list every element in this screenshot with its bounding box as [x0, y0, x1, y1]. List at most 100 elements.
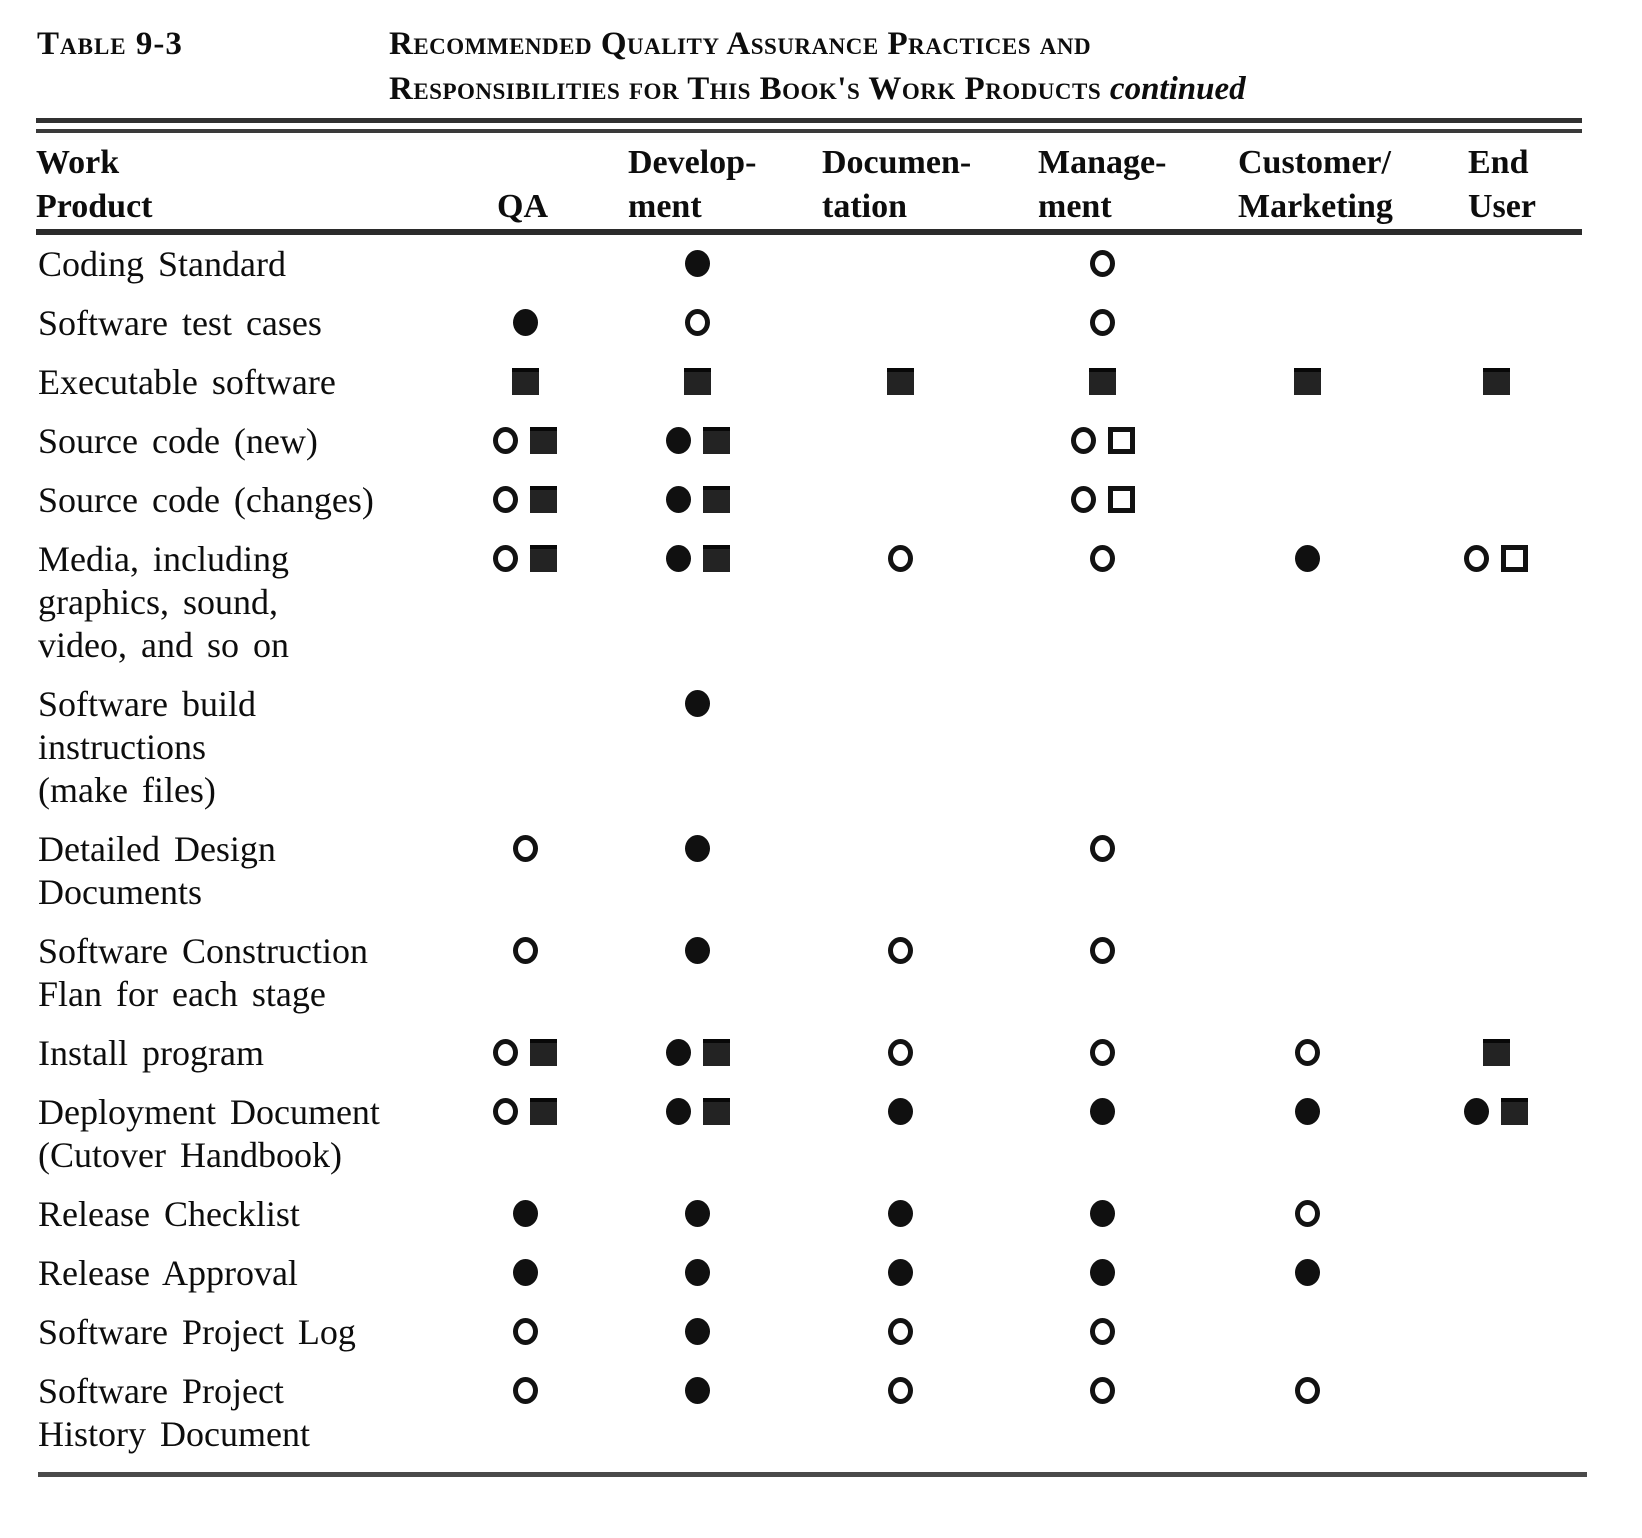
management-cell [1000, 683, 1205, 812]
open-circle-symbol [887, 937, 913, 964]
open-square-symbol [1107, 486, 1135, 513]
development-cell [595, 420, 800, 463]
bottom-rule [38, 1472, 1587, 1477]
filled-square-symbol [702, 545, 730, 572]
open-circle-symbol [887, 1318, 913, 1345]
qa-cell [455, 1193, 595, 1236]
filled-circle-symbol [685, 1200, 710, 1227]
filled-square-symbol [530, 427, 557, 454]
filled-circle-symbol [512, 309, 538, 336]
documentation-cell [800, 479, 1000, 522]
table-row: Release Checklist [36, 1187, 1582, 1246]
qa-cell [455, 930, 595, 1016]
development-cell [595, 302, 800, 345]
customer-marketing-cell [1205, 538, 1410, 667]
open-circle-symbol [887, 1377, 913, 1404]
documentation-cell [800, 1091, 1000, 1177]
end-user-cell [1410, 361, 1582, 404]
filled-circle-symbol [512, 1200, 538, 1227]
title-continued: continued [1109, 71, 1246, 107]
documentation-cell [800, 828, 1000, 914]
work-product-label-line: Release Approval [38, 1253, 298, 1293]
filled-circle-symbol [665, 1098, 691, 1125]
customer-marketing-cell [1205, 420, 1410, 463]
open-circle-symbol [1295, 1039, 1320, 1066]
customer-marketing-cell [1205, 1091, 1410, 1177]
open-circle-symbol [1090, 1377, 1115, 1404]
table-row: Detailed Design Documents [36, 822, 1582, 924]
filled-square-symbol [702, 1098, 730, 1125]
management-cell [1000, 302, 1205, 345]
work-product-label: Deployment Document (Cutover Handbook) [36, 1091, 455, 1177]
filled-square-symbol [702, 1039, 730, 1066]
open-circle-symbol [1295, 1200, 1320, 1227]
open-circle-symbol [512, 937, 538, 964]
end-user-cell [1410, 420, 1582, 463]
filled-square-symbol [511, 368, 539, 395]
work-product-label-line: Software build [38, 684, 256, 724]
qa-cell [455, 1370, 595, 1456]
qa-cell [455, 683, 595, 812]
table-row: Coding Standard [36, 237, 1582, 296]
work-product-label: Software Project Log [36, 1311, 455, 1354]
documentation-cell [800, 1311, 1000, 1354]
table-row: Source code (changes) [36, 473, 1582, 532]
filled-circle-symbol [887, 1259, 913, 1286]
filled-square-symbol [530, 1039, 557, 1066]
column-header-development: Develop- ment [628, 144, 757, 225]
development-cell [595, 930, 800, 1016]
work-product-label: Source code (new) [36, 420, 455, 463]
column-header-qa: QA [497, 188, 548, 225]
title-line-1: Recommended Quality Assurance Practices … [389, 26, 1092, 62]
work-product-label-line: Source code (new) [38, 421, 318, 461]
work-product-label: Release Checklist [36, 1193, 455, 1236]
customer-marketing-cell [1205, 1193, 1410, 1236]
customer-marketing-cell [1205, 828, 1410, 914]
open-circle-symbol [493, 486, 518, 513]
documentation-cell [800, 302, 1000, 345]
management-cell [1000, 1252, 1205, 1295]
management-cell [1000, 930, 1205, 1016]
development-cell [595, 1370, 800, 1456]
open-circle-symbol [512, 1377, 538, 1404]
table-row: Source code (new) [36, 414, 1582, 473]
filled-circle-symbol [665, 1039, 691, 1066]
customer-marketing-cell [1205, 479, 1410, 522]
development-cell [595, 361, 800, 404]
column-header-documentation: Documen- tation [822, 144, 972, 225]
open-circle-symbol [493, 1098, 518, 1125]
column-header-work-product: Work Product [36, 144, 153, 225]
open-circle-symbol [887, 1039, 913, 1066]
management-cell [1000, 361, 1205, 404]
work-product-label: Source code (changes) [36, 479, 455, 522]
filled-circle-symbol [685, 937, 710, 964]
table-row: Install program [36, 1026, 1582, 1085]
open-circle-symbol [1090, 937, 1115, 964]
filled-circle-symbol [1295, 1259, 1320, 1286]
title-line-2-wrap: Responsibilities for This Book's Work Pr… [389, 67, 1246, 112]
customer-marketing-cell [1205, 930, 1410, 1016]
work-product-label-line: Detailed Design [38, 829, 276, 869]
development-cell [595, 1311, 800, 1354]
filled-circle-symbol [685, 690, 710, 717]
table-row: Release Approval [36, 1246, 1582, 1305]
qa-cell [455, 302, 595, 345]
filled-square-symbol [1482, 368, 1510, 395]
open-circle-symbol [1090, 1318, 1115, 1345]
management-cell [1000, 479, 1205, 522]
qa-cell [455, 828, 595, 914]
work-product-label-line: Release Checklist [38, 1194, 300, 1234]
work-product-label-line: Coding Standard [38, 244, 286, 284]
work-product-label: Install program [36, 1032, 455, 1075]
open-circle-symbol [887, 545, 913, 572]
filled-square-symbol [702, 486, 730, 513]
table-row: Executable software [36, 355, 1582, 414]
end-user-cell [1410, 538, 1582, 667]
management-cell [1000, 1032, 1205, 1075]
customer-marketing-cell [1205, 1370, 1410, 1456]
filled-circle-symbol [512, 1259, 538, 1286]
filled-circle-symbol [665, 427, 691, 454]
work-product-label-line: Executable software [38, 362, 336, 402]
qa-cell [455, 243, 595, 286]
